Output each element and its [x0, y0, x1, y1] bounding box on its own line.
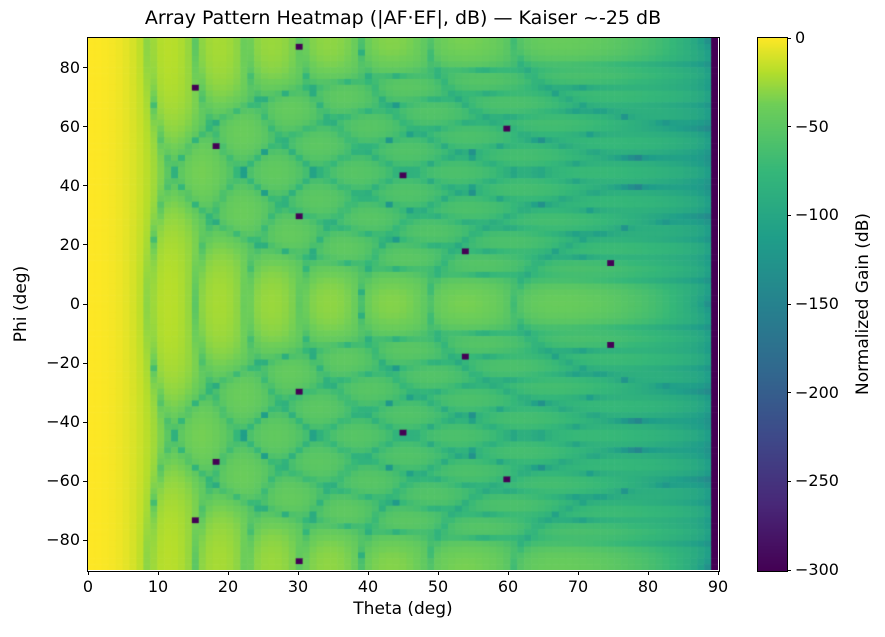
chart-title: Array Pattern Heatmap (|AF·EF|, dB) — Ka… [144, 7, 662, 29]
colorbar-tick-mark [787, 214, 791, 216]
x-tick-label: 10 [147, 577, 169, 596]
y-tick-label: 40 [59, 175, 80, 195]
y-tick-label: −40 [46, 412, 80, 432]
colorbar-tick-label: −200 [795, 382, 839, 402]
colorbar-tick-mark [787, 569, 791, 571]
x-tick-mark [87, 571, 89, 575]
colorbar-tick-mark [787, 303, 791, 305]
plot-area-border [87, 37, 720, 572]
colorbar-canvas [758, 38, 787, 571]
colorbar-tick-label: −100 [795, 205, 839, 225]
y-tick-label: 20 [59, 234, 80, 254]
colorbar-tick-mark [787, 480, 791, 482]
y-tick-mark [83, 480, 87, 482]
x-tick-label: 80 [637, 577, 659, 596]
x-tick-label: 90 [707, 577, 729, 596]
heatmap-canvas [88, 38, 718, 570]
colorbar-label: Normalized Gain (dB) [853, 212, 873, 396]
x-tick-mark [717, 571, 719, 575]
x-tick-mark [297, 571, 299, 575]
x-tick-mark [647, 571, 649, 575]
x-tick-label: 0 [82, 577, 94, 596]
colorbar-tick-mark [787, 37, 791, 39]
x-axis-label: Theta (deg) [353, 599, 453, 619]
x-tick-mark [157, 571, 159, 575]
x-tick-mark [227, 571, 229, 575]
x-tick-mark [437, 571, 439, 575]
colorbar-border [757, 37, 788, 572]
y-tick-mark [83, 362, 87, 364]
colorbar-tick-label: −300 [795, 560, 839, 579]
y-tick-label: 80 [59, 57, 80, 77]
colorbar-tick-label: −150 [795, 294, 839, 313]
y-tick-label: −80 [46, 530, 80, 550]
y-tick-mark [83, 67, 87, 69]
x-tick-mark [367, 571, 369, 575]
y-axis-label: Phi (deg) [11, 265, 31, 343]
colorbar-tick-label: 0 [795, 28, 806, 47]
x-tick-label: 20 [217, 577, 239, 596]
x-tick-mark [507, 571, 509, 575]
x-tick-label: 50 [427, 577, 449, 596]
x-tick-label: 60 [497, 577, 519, 596]
y-tick-mark [83, 303, 87, 305]
x-tick-label: 40 [357, 577, 379, 596]
colorbar-tick-mark [787, 392, 791, 394]
y-tick-mark [83, 539, 87, 541]
y-tick-label: 60 [59, 116, 80, 136]
x-tick-label: 70 [567, 577, 589, 596]
colorbar-tick-label: −50 [795, 116, 829, 136]
y-tick-mark [83, 244, 87, 246]
y-tick-mark [83, 185, 87, 187]
colorbar-tick-mark [787, 126, 791, 128]
x-tick-mark [577, 571, 579, 575]
y-tick-label: −60 [46, 471, 80, 491]
x-tick-label: 30 [287, 577, 309, 596]
y-tick-mark [83, 126, 87, 128]
y-tick-mark [83, 421, 87, 423]
y-tick-label: 0 [69, 294, 80, 313]
y-tick-label: −20 [46, 353, 80, 373]
colorbar-tick-label: −250 [795, 471, 839, 491]
